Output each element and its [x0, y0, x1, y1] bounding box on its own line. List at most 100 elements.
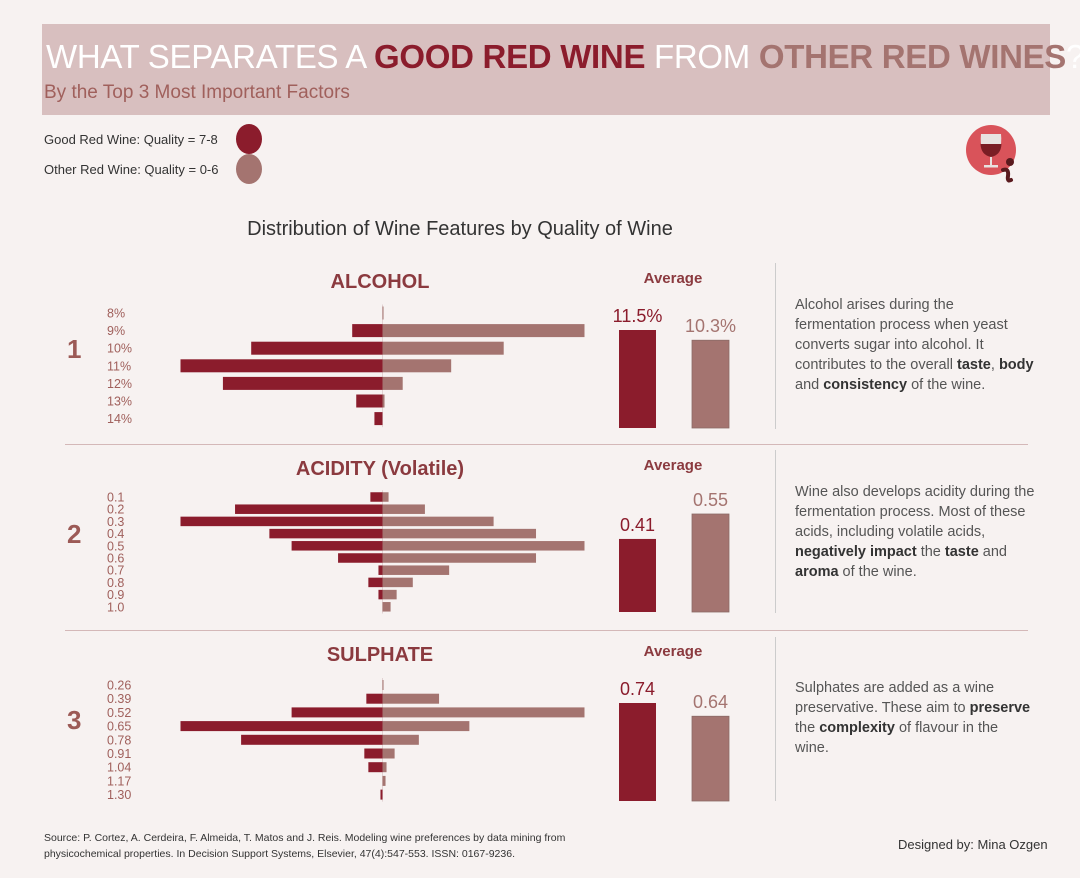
- divider: [775, 637, 776, 801]
- source-citation: Source: P. Cortez, A. Cerdeira, F. Almei…: [44, 832, 566, 860]
- page-title: WHAT SEPARATES A GOOD RED WINE FROM OTHE…: [46, 38, 1080, 76]
- average-other-value: 0.55: [693, 490, 728, 510]
- rank-number: 2: [67, 519, 82, 549]
- title-text: WHAT SEPARATES A: [46, 38, 375, 75]
- average-label: Average: [643, 457, 703, 474]
- other-wine-bar: [382, 762, 387, 773]
- good-wine-bar: [356, 394, 383, 408]
- title-text: FROM: [645, 38, 759, 75]
- average-good-bar: [619, 330, 656, 428]
- category-label: 12%: [107, 377, 132, 391]
- category-label: 0.4: [107, 527, 124, 541]
- other-wine-bar: [382, 504, 425, 514]
- good-wine-bar: [269, 528, 383, 539]
- good-wine-bar: [380, 789, 383, 800]
- good-wine-bar: [235, 504, 383, 514]
- category-label: 0.91: [107, 747, 131, 761]
- other-wine-bar: [382, 565, 450, 575]
- category-label: 11%: [107, 359, 131, 373]
- good-wine-bar: [378, 589, 383, 600]
- other-wine-bar: [382, 394, 385, 408]
- section-title-acidity: ACIDITY (Volatile): [295, 458, 465, 480]
- category-label: 1.17: [107, 774, 131, 788]
- legend-other-label: Other Red Wine: Quality = 0-6: [44, 162, 219, 177]
- good-wine-bar: [180, 516, 383, 527]
- good-wine-bar: [241, 734, 383, 745]
- other-wine-bar: [382, 516, 494, 527]
- category-label: 10%: [107, 342, 132, 356]
- category-label: 0.3: [107, 515, 124, 529]
- average-other-bar: [691, 715, 730, 802]
- category-label: 8%: [107, 307, 125, 321]
- other-wine-bar: [382, 376, 403, 390]
- good-wine-bar: [222, 376, 383, 390]
- average-label: Average: [643, 270, 703, 287]
- description-acidity: Wine also develops acidity during the fe…: [795, 484, 1035, 580]
- other-wine-bar: [382, 734, 419, 745]
- section-divider: [65, 444, 1028, 445]
- category-label: 0.2: [107, 503, 124, 517]
- category-label: 13%: [107, 395, 132, 409]
- other-wine-bar: [382, 577, 413, 588]
- title-good-wine: GOOD RED WINE: [374, 38, 646, 75]
- section-title-sulphate: SULPHATE: [326, 644, 434, 666]
- other-wine-bar: [382, 589, 397, 600]
- good-wine-bar: [366, 693, 383, 704]
- good-wine-bar: [352, 324, 383, 338]
- other-wine-bar: [382, 680, 384, 690]
- other-wine-bar: [382, 721, 470, 732]
- average-good-bar: [619, 703, 656, 801]
- good-wine-bar: [291, 541, 383, 551]
- description-alcohol: Alcohol arises during the fermentation p…: [795, 297, 1034, 393]
- legend-good-swatch: [236, 124, 262, 154]
- good-wine-bar: [180, 359, 383, 373]
- rank-number: 1: [67, 334, 82, 364]
- other-wine-bar: [382, 528, 537, 539]
- other-wine-bar: [382, 707, 585, 718]
- title-other-wines: OTHER RED WINES: [758, 38, 1067, 75]
- category-label: 0.8: [107, 576, 124, 590]
- other-wine-bar: [382, 492, 389, 502]
- good-wine-bar: [291, 707, 383, 718]
- category-label: 0.7: [107, 564, 124, 578]
- description-sulphate: Sulphates are added as a wine preservati…: [795, 680, 1031, 756]
- title-text: ?: [1066, 38, 1080, 75]
- average-good-value: 0.41: [620, 515, 655, 535]
- average-other-value: 0.64: [693, 692, 728, 712]
- page-subtitle: By the Top 3 Most Important Factors: [44, 82, 350, 103]
- average-other-bar: [691, 513, 730, 613]
- average-good-value: 0.74: [620, 679, 655, 699]
- section-divider: [65, 630, 1028, 631]
- legend-other-swatch: [236, 154, 262, 184]
- category-label: 0.6: [107, 552, 124, 566]
- good-wine-bar: [180, 721, 383, 732]
- legend-good-label: Good Red Wine: Quality = 7-8: [44, 132, 218, 147]
- wine-glass-info-icon: [966, 125, 1016, 183]
- category-label: 0.9: [107, 588, 124, 602]
- category-label: 0.26: [107, 679, 131, 693]
- good-wine-bar: [374, 412, 383, 426]
- other-wine-bar: [382, 693, 440, 704]
- divider: [775, 450, 776, 613]
- average-other-value: 10.3%: [685, 316, 736, 336]
- good-wine-bar: [338, 553, 383, 563]
- category-label: 0.52: [107, 706, 131, 720]
- good-wine-bar: [368, 577, 383, 588]
- average-other-bar: [691, 339, 730, 429]
- other-wine-bar: [382, 602, 391, 612]
- chart-heading: Distribution of Wine Features by Quality…: [247, 218, 673, 240]
- category-label: 1.04: [107, 761, 131, 775]
- other-wine-bar: [382, 541, 585, 551]
- other-wine-bar: [382, 775, 386, 786]
- title-banner: WHAT SEPARATES A GOOD RED WINE FROM OTHE…: [42, 24, 1080, 115]
- category-label: 0.78: [107, 733, 131, 747]
- category-label: 0.65: [107, 720, 131, 734]
- other-wine-bar: [382, 324, 585, 338]
- good-wine-bar: [378, 565, 383, 575]
- other-wine-bar: [382, 748, 395, 759]
- good-wine-bar: [251, 341, 383, 355]
- average-good-value: 11.5%: [613, 306, 663, 326]
- category-label: 0.5: [107, 539, 124, 553]
- average-label: Average: [643, 643, 703, 660]
